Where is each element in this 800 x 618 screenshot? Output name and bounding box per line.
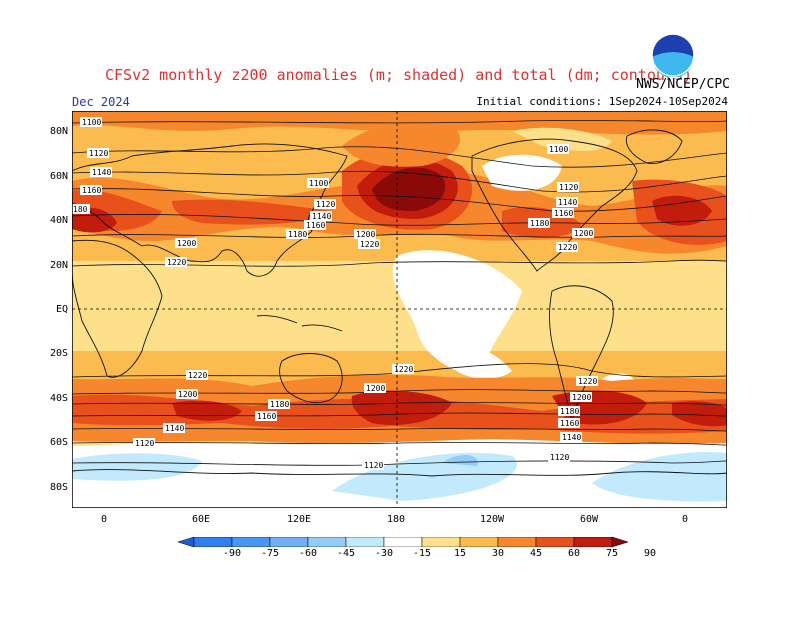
colorbar <box>178 537 628 547</box>
colorbar-swatch <box>383 537 423 547</box>
contour-label: 1120 <box>316 200 335 209</box>
contour-label: 1140 <box>92 168 111 177</box>
contour-label: 1140 <box>312 212 331 221</box>
colorbar-swatch <box>345 537 385 547</box>
lon-label: 120E <box>286 514 312 525</box>
contour-label: 1120 <box>89 149 108 158</box>
colorbar-end-low <box>178 537 195 547</box>
lat-label: 80N <box>49 126 68 137</box>
colorbar-label: -45 <box>336 548 356 559</box>
colorbar-label: 60 <box>567 548 581 559</box>
height-contours <box>72 120 727 466</box>
contour-label: 1140 <box>562 433 581 442</box>
colorbar-label: 75 <box>605 548 619 559</box>
contour-label: 1120 <box>559 183 578 192</box>
contour-label: 1220 <box>167 258 186 267</box>
colorbar-label: -90 <box>222 548 242 559</box>
colorbar-swatch <box>269 537 309 547</box>
contour-label: 1140 <box>558 198 577 207</box>
contour-label: 1160 <box>257 412 276 421</box>
lat-label: 80S <box>49 482 68 493</box>
contour-label: 1100 <box>82 118 101 127</box>
contour-label: 1120 <box>364 461 383 470</box>
colorbar-swatch <box>535 537 575 547</box>
contour-label: 180 <box>73 205 88 214</box>
valid-month: Dec 2024 <box>72 95 130 109</box>
contour-label: 1200 <box>572 393 591 402</box>
contour-label: 1100 <box>549 145 568 154</box>
contour-label: 1200 <box>574 229 593 238</box>
colorbar-label: -30 <box>374 548 394 559</box>
contour-label: 1200 <box>366 384 385 393</box>
contour-label: 1180 <box>270 400 289 409</box>
colorbar-label: -15 <box>412 548 432 559</box>
organization-label: NWS/NCEP/CPC <box>636 77 730 92</box>
noaa-logo-icon <box>651 33 695 77</box>
lon-label: 0 <box>681 514 689 525</box>
lat-label: 20S <box>49 348 68 359</box>
contour-label: 1100 <box>309 179 328 188</box>
contour-label: 1200 <box>177 239 196 248</box>
chart-title: CFSv2 monthly z200 anomalies (m; shaded)… <box>105 66 692 84</box>
anomaly-map: 1100 1120 1140 1160 180 1200 1220 1100 1… <box>72 111 727 508</box>
contour-label: 1220 <box>394 365 413 374</box>
contour-label: 1200 <box>356 230 375 239</box>
colorbar-label: 45 <box>529 548 543 559</box>
colorbar-swatch <box>497 537 537 547</box>
coastlines <box>72 129 727 477</box>
contour-label: 1120 <box>135 439 154 448</box>
contour-label: 1140 <box>165 424 184 433</box>
colorbar-label: -75 <box>260 548 280 559</box>
contour-label: 1220 <box>188 371 207 380</box>
colorbar-label: 15 <box>453 548 467 559</box>
lat-label: 60N <box>49 171 68 182</box>
contour-label: 1160 <box>554 209 573 218</box>
lon-label: 60W <box>579 514 599 525</box>
lon-label: 180 <box>386 514 406 525</box>
contour-label: 1180 <box>560 407 579 416</box>
lat-label: 60S <box>49 437 68 448</box>
colorbar-swatch <box>231 537 271 547</box>
lat-label: EQ <box>55 304 68 315</box>
colorbar-label: 30 <box>491 548 505 559</box>
lon-label: 0 <box>100 514 108 525</box>
contour-label: 1220 <box>558 243 577 252</box>
colorbar-swatch <box>307 537 347 547</box>
colorbar-swatch <box>421 537 461 547</box>
contour-label: 1160 <box>306 221 325 230</box>
lat-label: 40S <box>49 393 68 404</box>
colorbar-swatch <box>459 537 499 547</box>
tropical-pacific-white <box>392 250 522 377</box>
contour-label: 1160 <box>82 186 101 195</box>
colorbar-end-high <box>611 537 628 547</box>
contour-label: 1180 <box>530 219 549 228</box>
contour-label: 1220 <box>360 240 379 249</box>
lat-label: 40N <box>49 215 68 226</box>
contour-label: 1180 <box>288 230 307 239</box>
contour-label: 1220 <box>578 377 597 386</box>
lon-label: 120W <box>479 514 505 525</box>
lon-label: 60E <box>191 514 211 525</box>
colorbar-label: -60 <box>298 548 318 559</box>
colorbar-label: 90 <box>643 548 657 559</box>
contour-label: 1120 <box>550 453 569 462</box>
lat-label: 20N <box>49 260 68 271</box>
colorbar-swatch <box>573 537 613 547</box>
contour-label: 1200 <box>178 390 197 399</box>
initial-conditions: Initial conditions: 1Sep2024-10Sep2024 <box>476 95 728 108</box>
contour-label: 1160 <box>560 419 579 428</box>
colorbar-swatch <box>193 537 233 547</box>
